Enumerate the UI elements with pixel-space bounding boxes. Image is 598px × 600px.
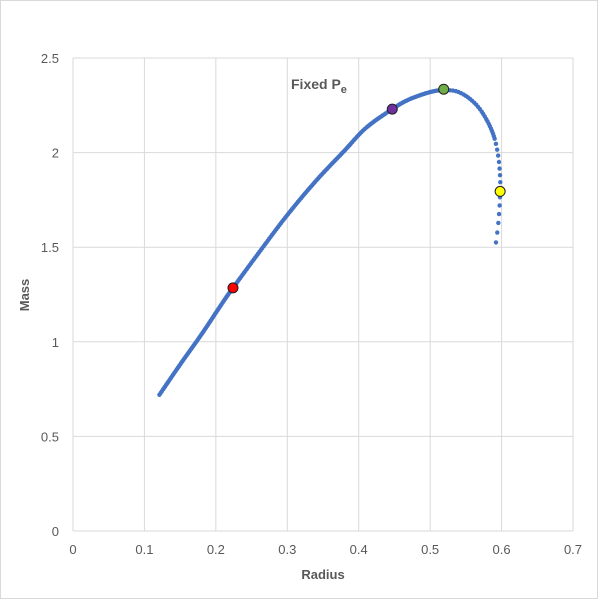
x-tick-label: 0.6 [493, 542, 511, 557]
y-axis-title: Mass [17, 279, 32, 312]
data-point [496, 211, 502, 217]
data-point [495, 153, 501, 158]
data-point [493, 141, 499, 147]
data-point [493, 240, 499, 245]
x-tick-label: 0.5 [421, 542, 439, 557]
y-tick-label: 2 [52, 146, 59, 161]
data-point [497, 203, 502, 208]
data-point [496, 159, 502, 165]
annotation-subscript: e [341, 84, 347, 96]
x-tick-label: 0.2 [207, 542, 225, 557]
highlight-point [227, 282, 239, 294]
y-tick-labels: 0 0.5 1 1.5 2 2.5 [41, 51, 59, 539]
y-tick-label: 1.5 [41, 240, 59, 255]
x-tick-label: 0 [69, 542, 76, 557]
data-point [495, 230, 500, 235]
data-point [498, 180, 503, 185]
x-tick-label: 0.3 [278, 542, 296, 557]
y-tick-label: 0.5 [41, 429, 59, 444]
data-point [496, 220, 501, 226]
data-point [492, 136, 497, 141]
x-tick-label: 0.7 [564, 542, 582, 557]
highlight-point [386, 103, 398, 115]
highlight-points [227, 83, 506, 294]
x-tick-label: 0.1 [135, 542, 153, 557]
highlight-point [438, 83, 450, 95]
y-tick-label: 2.5 [41, 51, 59, 66]
grid [72, 57, 574, 532]
annotation-main: Fixed P [291, 76, 341, 92]
annotation-fixed-pe: Fixed Pe [291, 76, 347, 96]
y-tick-label: 1 [52, 335, 59, 350]
y-tick-label: 0 [52, 524, 59, 539]
x-tick-label: 0.4 [350, 542, 368, 557]
highlight-point [494, 185, 506, 197]
x-tick-labels: 0 0.1 0.2 0.3 0.4 0.5 0.6 0.7 [69, 542, 582, 557]
data-series [157, 87, 503, 397]
data-point [497, 166, 502, 171]
x-axis-title: Radius [301, 567, 344, 582]
data-point [494, 147, 500, 152]
data-point [497, 173, 503, 178]
